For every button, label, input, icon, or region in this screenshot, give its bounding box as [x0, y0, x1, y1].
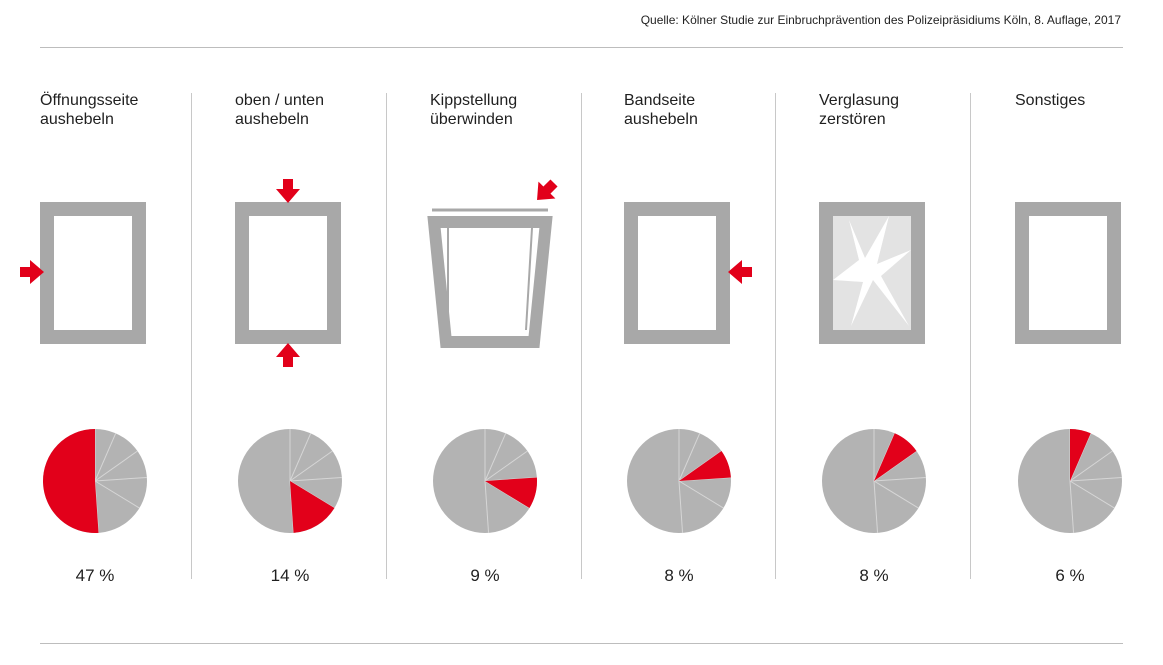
pie-divider: [94, 433, 117, 482]
plain-window-icon: [1015, 202, 1121, 344]
column-separator: [970, 93, 971, 579]
percentage-label: 6 %: [1055, 566, 1085, 585]
pie-divider: [873, 480, 919, 509]
pie-chart: [43, 429, 147, 533]
bottom-divider: [40, 643, 1123, 644]
pie-slice-highlight: [43, 429, 99, 533]
method-title: Verglasung zerstören: [819, 92, 900, 128]
arrow-bottom: [276, 343, 300, 367]
pie-chart: [433, 429, 537, 533]
window-frame: [235, 202, 341, 344]
pie-divider: [289, 480, 295, 533]
pie-chart: [1018, 429, 1122, 533]
pie-slice-highlight: [485, 477, 537, 509]
pie-divider: [289, 433, 312, 482]
window-arrow-hinge-side-icon: [624, 202, 752, 344]
pie-slice-highlight: [290, 481, 335, 533]
pie-divider: [1069, 480, 1115, 509]
column-separator: [581, 93, 582, 579]
pie-divider: [94, 480, 140, 509]
window-frame: [427, 216, 553, 348]
window-arrows-top-bottom-icon: [235, 179, 341, 367]
pie-chart: [627, 429, 731, 533]
method-column: Verglasung zerstören 8 %: [819, 80, 1014, 585]
pie-slice-highlight: [679, 451, 731, 481]
window-frame: [40, 202, 146, 344]
method-title: Öffnungsseite aushebeln: [40, 92, 139, 128]
source-note: Quelle: Kölner Studie zur Einbruchpräven…: [640, 13, 1121, 27]
method-column: Kippstellung überwinden 9 %: [427, 80, 625, 585]
pie-chart: [238, 429, 342, 533]
pie-divider: [1069, 450, 1113, 482]
glass-cracks: [833, 216, 911, 326]
column-separator: [775, 93, 776, 579]
method-column: Sonstiges 6 %: [1015, 80, 1163, 585]
broken-glass-window-icon: [819, 202, 925, 344]
pie-divider: [678, 480, 724, 509]
percentage-label: 47 %: [75, 566, 115, 585]
pie-divider: [94, 450, 138, 482]
pie-divider: [678, 480, 684, 533]
top-divider: [40, 47, 1123, 48]
arrow-hinge-side: [728, 260, 752, 284]
percentage-label: 8 %: [664, 566, 694, 585]
method-column: Bandseite aushebeln 8 %: [624, 80, 819, 585]
sash-edges: [447, 227, 533, 331]
percentage-label: 8 %: [859, 566, 889, 585]
tilted-window-arrow-icon: [427, 179, 558, 348]
pie-divider: [484, 480, 490, 533]
method-column: oben / unten aushebeln 14 %: [235, 80, 430, 585]
percentage-label: 9 %: [470, 566, 500, 585]
pie-divider: [678, 433, 701, 482]
pie-divider: [873, 433, 896, 482]
pie-divider: [1069, 480, 1075, 533]
window-frame: [1015, 202, 1121, 344]
pie-chart: [822, 429, 926, 533]
method-title: Kippstellung überwinden: [430, 92, 518, 128]
method-column: Öffnungsseite aushebeln 47 %: [20, 80, 235, 585]
pie-divider: [873, 476, 926, 482]
column-separator: [386, 93, 387, 579]
pie-divider: [1069, 476, 1122, 482]
method-title: Bandseite aushebeln: [624, 92, 698, 128]
pie-slice-highlight: [1070, 429, 1091, 481]
pie-divider: [94, 476, 147, 482]
arrow-tilt: [537, 179, 558, 200]
arrow-opening-side: [20, 260, 44, 284]
pie-slice-highlight: [874, 433, 917, 481]
method-title: Sonstiges: [1015, 92, 1086, 109]
pie-divider: [289, 476, 342, 482]
arrow-top: [276, 179, 300, 203]
column-separator: [191, 93, 192, 579]
pie-divider: [484, 450, 528, 482]
percentage-label: 14 %: [270, 566, 310, 585]
window-arrow-side-icon: [20, 202, 146, 344]
pie-divider: [289, 450, 333, 482]
window-frame: [624, 202, 730, 344]
method-title: oben / unten aushebeln: [235, 92, 324, 128]
pie-divider: [484, 433, 507, 482]
pie-divider: [678, 476, 731, 482]
pie-divider: [873, 480, 879, 533]
